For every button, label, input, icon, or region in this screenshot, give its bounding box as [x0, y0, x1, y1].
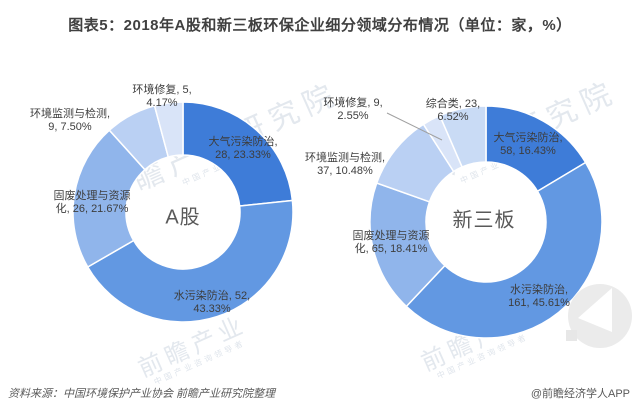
label-neeq-remediation: 环境修复, 9, 2.55% — [323, 97, 383, 122]
label-ashare-remediation: 环境修复, 5, 4.17% — [132, 84, 192, 109]
label-ashare-water-pollution: 水污染防治, 52, 43.33% — [173, 290, 251, 315]
label-neeq-water-pollution: 水污染防治, 161, 45.61% — [508, 284, 570, 309]
label-neeq-monitoring: 环境监测与检测, 37, 10.48% — [304, 152, 386, 177]
donut-segment-ashare-0 — [182, 101, 294, 207]
donut-center-label-a-share: A股 — [165, 206, 201, 229]
donut-segment-ashare-2 — [72, 129, 146, 269]
label-neeq-solid-waste: 固废处理与资源 化, 65, 18.41% — [352, 230, 430, 255]
chart-title: 图表5：2018年A股和新三板环保企业细分领域分布情况（单位：家，%） — [68, 17, 572, 34]
donut-segment-neeq-1 — [405, 161, 603, 339]
donut-center-label-neeq: 新三板 — [452, 209, 516, 232]
label-neeq-comprehensive: 综合类, 23, 6.52% — [425, 98, 481, 123]
donut-segment-ashare-4 — [153, 101, 184, 158]
data-source-note: 资料来源：中国环境保护产业协会 前瞻产业研究院整理 — [8, 388, 276, 400]
label-ashare-air-pollution: 大气污染防治, 28, 23.33% — [208, 136, 278, 161]
label-ashare-monitoring: 环境监测与检测, 9, 7.50% — [29, 108, 111, 133]
qianzhan-logo-watermark — [566, 284, 632, 348]
donut-segment-neeq-5 — [438, 105, 487, 168]
leader-line-neeq-remediation — [386, 112, 443, 141]
label-ashare-solid-waste: 固废处理与资源 化, 26, 21.67% — [53, 190, 131, 215]
label-neeq-air-pollution: 大气污染防治, 58, 16.43% — [493, 132, 563, 157]
donut-segment-ashare-1 — [86, 199, 294, 323]
brand-credit: @前瞻经济学人APP — [530, 388, 630, 400]
